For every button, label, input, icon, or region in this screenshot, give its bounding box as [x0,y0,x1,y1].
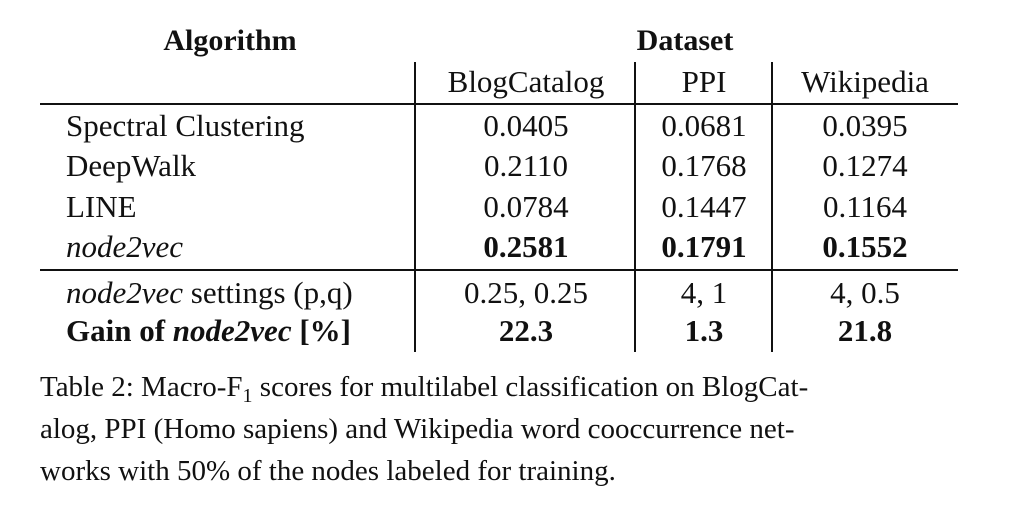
caption-line-2: alog, PPI (Homo sapiens) and Wikipedia w… [40,413,795,445]
settings-row-label: node2vec settings (p,q) [66,277,353,308]
caption-subscript: 1 [242,385,253,407]
caption-line-1-prefix: Table 2: Macro-F [40,371,243,403]
table-cell: 4, 0.5 [830,275,900,310]
table-cell: 0.1447 [661,189,747,224]
table-cell-best: 0.1552 [822,229,908,264]
dataset-ppi-header: PPI [681,64,727,99]
gain-row-label-suffix: [%] [291,313,351,348]
caption-line-3: works with 50% of the nodes labeled for … [40,455,616,487]
row-algorithm-name: node2vec [66,229,184,264]
row-algorithm-name: DeepWalk [66,148,197,183]
table-cell: 0.0405 [483,108,569,143]
header-rule [40,103,958,105]
gain-row-label-prefix: Gain of [66,313,173,348]
table-cell-best: 0.1791 [661,229,747,264]
table-cell-gain: 1.3 [684,313,724,348]
table-cell: 0.1768 [661,148,747,183]
dataset-wikipedia-header: Wikipedia [801,64,929,99]
table-cell: 0.2110 [483,148,569,183]
table-cell: 0.25, 0.25 [464,275,588,310]
caption-line-1-suffix: scores for multilabel classification on … [252,371,809,403]
table-cell: 4, 1 [680,275,728,310]
column-divider-3 [771,62,773,352]
table-cell: 0.1274 [822,148,908,183]
gain-row-label-method: node2vec [172,313,292,348]
settings-rule [40,269,958,271]
column-divider-2 [634,62,636,352]
gain-row-label: Gain of node2vec [%] [66,315,351,346]
settings-row-label-method: node2vec [66,275,184,310]
row-algorithm-name: LINE [66,189,137,224]
table-cell: 0.1164 [822,189,908,224]
table-cell: 0.0681 [661,108,747,143]
table-cell-gain: 22.3 [498,313,554,348]
row-algorithm-name: Spectral Clustering [66,108,305,143]
settings-row-label-text: settings (p,q) [183,275,353,310]
dataset-blogcatalog-header: BlogCatalog [447,64,605,99]
dataset-header: Dataset [636,24,734,57]
table-caption: Table 2: Macro-F1 scores for multilabel … [40,366,980,492]
table-cell-gain: 21.8 [837,313,893,348]
table-cell: 0.0784 [483,189,569,224]
caption-line-1: Table 2: Macro-F1 scores for multilabel … [40,366,980,408]
column-divider-1 [414,62,416,352]
table-cell: 0.0395 [822,108,908,143]
algorithm-header: Algorithm [163,24,297,57]
table-cell-best: 0.2581 [483,229,569,264]
